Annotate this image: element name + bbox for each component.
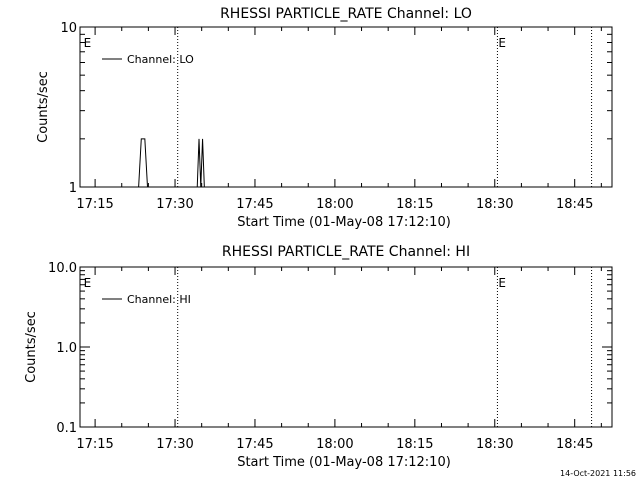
panel1-series-line [138, 138, 207, 188]
timestamp: 14-Oct-2021 11:56 [560, 469, 636, 478]
panel2-xtick-label: 17:15 [76, 437, 113, 452]
panel1-event-label: E [84, 36, 92, 50]
panel1-xtick-label: 18:00 [316, 197, 353, 212]
panel1-legend-label: Channel: LO [127, 53, 194, 66]
panel2-xtick-label: 17:45 [236, 437, 273, 452]
panel2-xtick-label: 18:15 [396, 437, 433, 452]
panel2-xtick-label: 18:45 [556, 437, 593, 452]
panel2-frame [79, 266, 613, 428]
panel2-xtick-label: 18:00 [316, 437, 353, 452]
panel1-xlabel: Start Time (01-May-08 17:12:10) [237, 215, 451, 230]
panel1-event-label: E [498, 36, 506, 50]
panel2-ylabel: Counts/sec [24, 311, 39, 383]
panel2-xlabel: Start Time (01-May-08 17:12:10) [237, 455, 451, 470]
panel2-event-label: E [498, 276, 506, 290]
panel1-frame [79, 26, 613, 188]
panel1-ytick-label: 1 [69, 181, 77, 196]
panel2-xtick-label: 18:30 [476, 437, 513, 452]
panel1-xtick-label: 18:45 [556, 197, 593, 212]
panel2-event-label: E [84, 276, 92, 290]
panel1-xtick-label: 18:15 [396, 197, 433, 212]
panel2-legend-label: Channel: HI [127, 293, 191, 306]
panel1-xtick-label: 17:15 [76, 197, 113, 212]
panel1-xtick-label: 18:30 [476, 197, 513, 212]
panel1-xtick-label: 17:45 [236, 197, 273, 212]
panel1-ytick-label: 10 [60, 21, 77, 36]
panel2-ytick-label: 1.0 [56, 341, 77, 356]
panel2-title: RHESSI PARTICLE_RATE Channel: HI [222, 244, 470, 260]
panel1-xtick-label: 17:30 [156, 197, 193, 212]
panel1-title: RHESSI PARTICLE_RATE Channel: LO [220, 6, 472, 22]
panel2-ytick-label: 10.0 [48, 261, 77, 276]
panel1-ylabel: Counts/sec [36, 71, 51, 143]
panel2-ytick-label: 0.1 [56, 421, 77, 436]
panel2-xtick-label: 17:30 [156, 437, 193, 452]
